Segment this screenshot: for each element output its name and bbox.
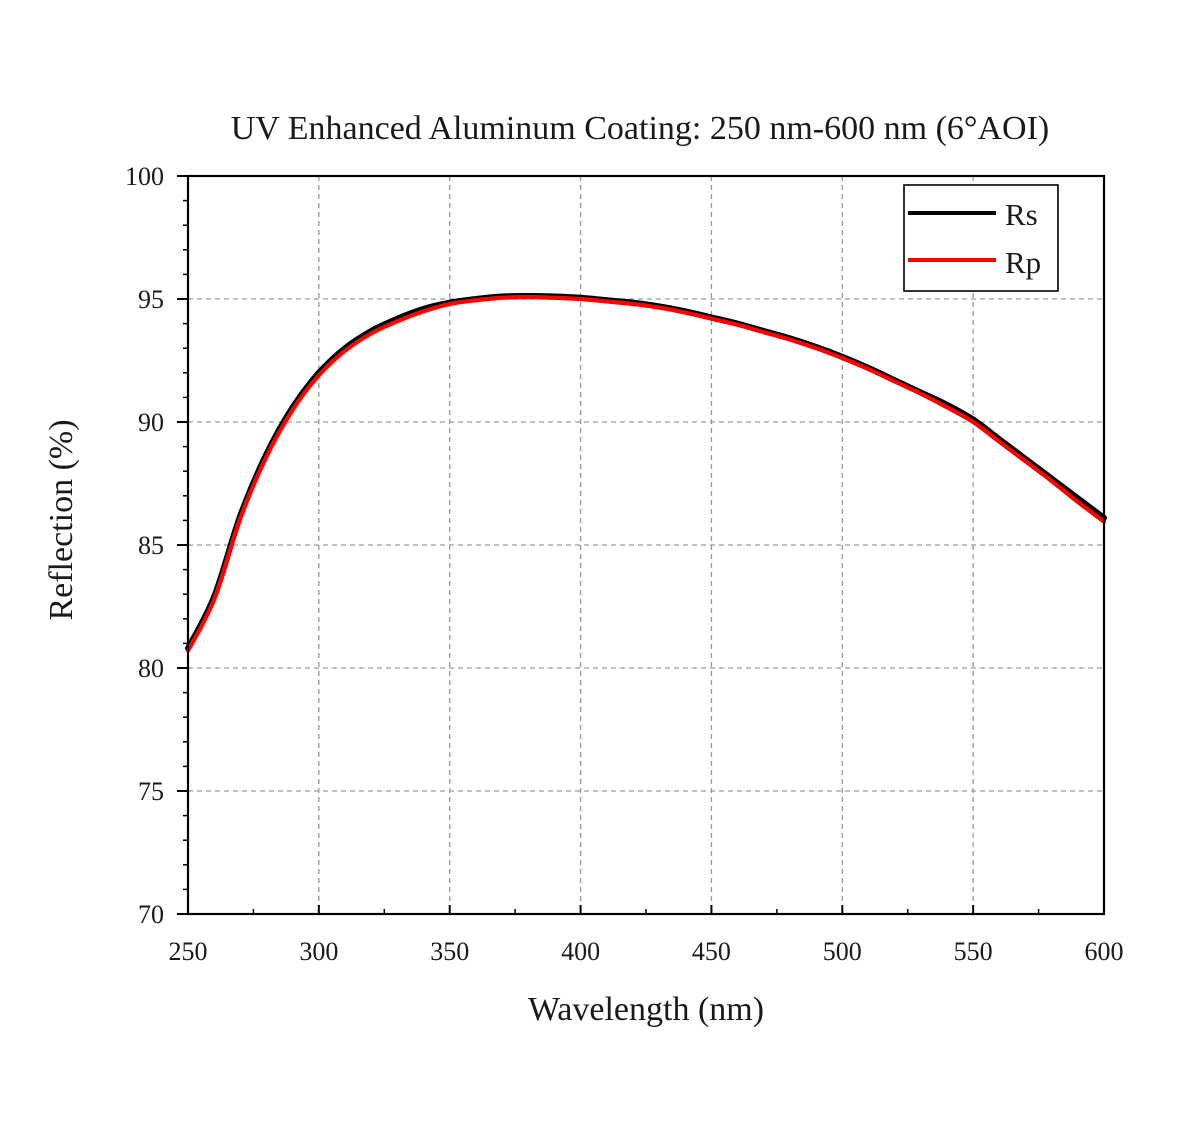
- chart-title: UV Enhanced Aluminum Coating: 250 nm-600…: [231, 110, 1050, 147]
- y-axis-label: Reflection (%): [43, 419, 80, 620]
- x-axis-label: Wavelength (nm): [528, 991, 764, 1028]
- y-tick-labels: 70 75 80 85 90 95 100: [125, 162, 164, 929]
- y-tick-label: 70: [138, 900, 164, 929]
- x-tick-label: 250: [169, 937, 208, 966]
- minor-ticks: [183, 199, 1040, 914]
- x-tick-label: 300: [299, 937, 338, 966]
- plot-frame: [186, 174, 1106, 916]
- grid-lines: [188, 176, 1104, 914]
- x-tick-label: 500: [823, 937, 862, 966]
- series-layer: [185, 293, 1107, 653]
- legend-box: [903, 184, 1059, 292]
- x-tick-labels: 250 300 350 400 450 500 550 600: [169, 937, 1124, 966]
- series-line-rp: [185, 294, 1107, 653]
- major-ticks: [177, 175, 1105, 915]
- x-tick-label: 400: [561, 937, 600, 966]
- x-tick-label: 550: [954, 937, 993, 966]
- legend-label-rs: Rs: [1005, 197, 1038, 232]
- y-tick-label: 90: [138, 408, 164, 437]
- y-tick-label: 80: [138, 654, 164, 683]
- y-tick-label: 85: [138, 531, 164, 560]
- legend-label-rp: Rp: [1005, 245, 1041, 280]
- series-line-rs: [185, 293, 1107, 652]
- x-tick-label: 350: [430, 937, 469, 966]
- legend: Rs Rp: [903, 184, 1059, 292]
- x-tick-label: 600: [1085, 937, 1124, 966]
- y-tick-label: 95: [138, 285, 164, 314]
- y-tick-label: 100: [125, 162, 164, 191]
- x-tick-label: 450: [692, 937, 731, 966]
- y-tick-label: 75: [138, 777, 164, 806]
